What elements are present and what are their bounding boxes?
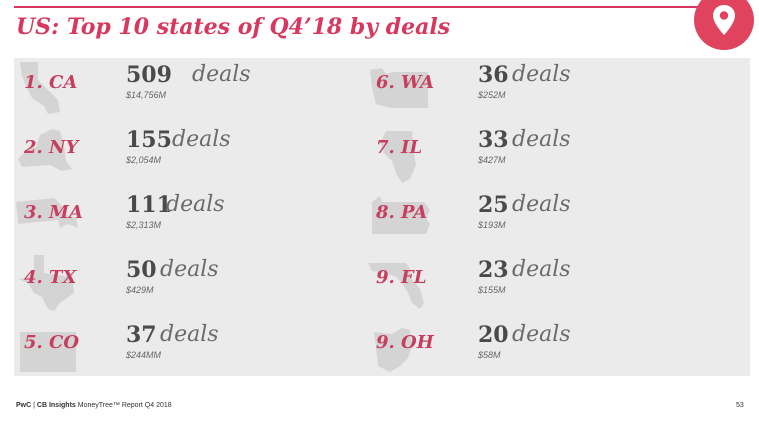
deal-amount: $2,313M: [126, 220, 162, 230]
page-number: 53: [736, 402, 744, 409]
florida-shape-icon: [368, 263, 424, 309]
deal-count: 33: [478, 127, 509, 153]
state-entry-fl: 9. FL 23 deals $155M: [366, 253, 666, 313]
top-rule: [14, 6, 714, 8]
deal-count: 25: [478, 192, 509, 218]
deal-count: 509: [126, 62, 172, 88]
deal-count: 111: [126, 192, 172, 218]
state-entry-pa: 8. PA 25 deals $193M: [366, 188, 666, 248]
deals-label: deals: [192, 62, 251, 87]
rank-label: 8. PA: [376, 202, 428, 223]
washington-shape-icon: [370, 68, 428, 108]
pennsylvania-shape-icon: [372, 196, 430, 234]
deal-amount: $58M: [478, 350, 501, 360]
state-entry-ca: 1. CA 509 deals $14,756M: [14, 58, 314, 118]
footer-brand-cbinsights: CB Insights: [36, 402, 76, 409]
deal-amount: $252M: [478, 90, 506, 100]
state-entry-il: 7. IL 33 deals $427M: [366, 123, 666, 183]
rank-label: 9. FL: [376, 267, 427, 288]
rank-label: 7. IL: [376, 137, 423, 158]
rank-label: 3. MA: [24, 202, 83, 223]
deal-amount: $2,054M: [126, 155, 162, 165]
rank-label: 1. CA: [24, 72, 78, 93]
deals-label: deals: [512, 127, 571, 152]
footer-report-name: MoneyTree™ Report Q4 2018: [77, 402, 172, 409]
footer-source: PwC | CB Insights MoneyTree™ Report Q4 2…: [16, 402, 172, 409]
deal-amount: $429M: [126, 285, 154, 295]
deal-count: 23: [478, 257, 509, 283]
rank-label: 5. CO: [24, 332, 80, 353]
deal-count: 155: [126, 127, 172, 153]
california-shape-icon: [20, 62, 60, 114]
deal-count: 37: [126, 322, 157, 348]
deal-count: 50: [126, 257, 157, 283]
deal-amount: $14,756M: [126, 90, 167, 100]
deals-label: deals: [160, 257, 219, 282]
deal-count: 36: [478, 62, 509, 88]
state-entry-co: 5. CO 37 deals $244MM: [14, 318, 314, 378]
new-york-shape-icon: [18, 129, 72, 171]
colorado-shape-icon: [20, 332, 76, 372]
deals-label: deals: [512, 322, 571, 347]
deals-label: deals: [512, 192, 571, 217]
massachusetts-shape-icon: [16, 198, 78, 228]
location-pin-icon: [713, 5, 735, 35]
deal-amount: $193M: [478, 220, 506, 230]
deals-label: deals: [172, 127, 231, 152]
rank-label: 6. WA: [376, 72, 435, 93]
state-entry-wa: 6. WA 36 deals $252M: [366, 58, 666, 118]
rank-label: 9. OH: [376, 332, 434, 353]
deals-label: deals: [160, 322, 219, 347]
rank-label: 2. NY: [24, 137, 79, 158]
rankings-panel: 1. CA 509 deals $14,756M 2. NY 155 deals…: [14, 58, 750, 376]
deals-label: deals: [512, 62, 571, 87]
state-entry-oh: 9. OH 20 deals $58M: [366, 318, 666, 378]
state-entry-tx: 4. TX 50 deals $429M: [14, 253, 314, 313]
illinois-shape-icon: [380, 131, 416, 183]
deals-label: deals: [512, 257, 571, 282]
ohio-shape-icon: [374, 328, 412, 372]
deal-amount: $155M: [478, 285, 506, 295]
deal-amount: $244MM: [126, 350, 162, 360]
texas-shape-icon: [18, 255, 74, 311]
deals-label: deals: [166, 192, 225, 217]
footer-brand-pwc: PwC: [16, 402, 32, 409]
footer-separator: |: [33, 402, 35, 409]
deal-amount: $427M: [478, 155, 506, 165]
page-title: US: Top 10 states of Q4’18 by deals: [16, 14, 451, 40]
state-entry-ma: 3. MA 111 deals $2,313M: [14, 188, 314, 248]
location-badge: [694, 0, 754, 50]
state-entry-ny: 2. NY 155 deals $2,054M: [14, 123, 314, 183]
rank-label: 4. TX: [24, 267, 77, 288]
deal-count: 20: [478, 322, 509, 348]
